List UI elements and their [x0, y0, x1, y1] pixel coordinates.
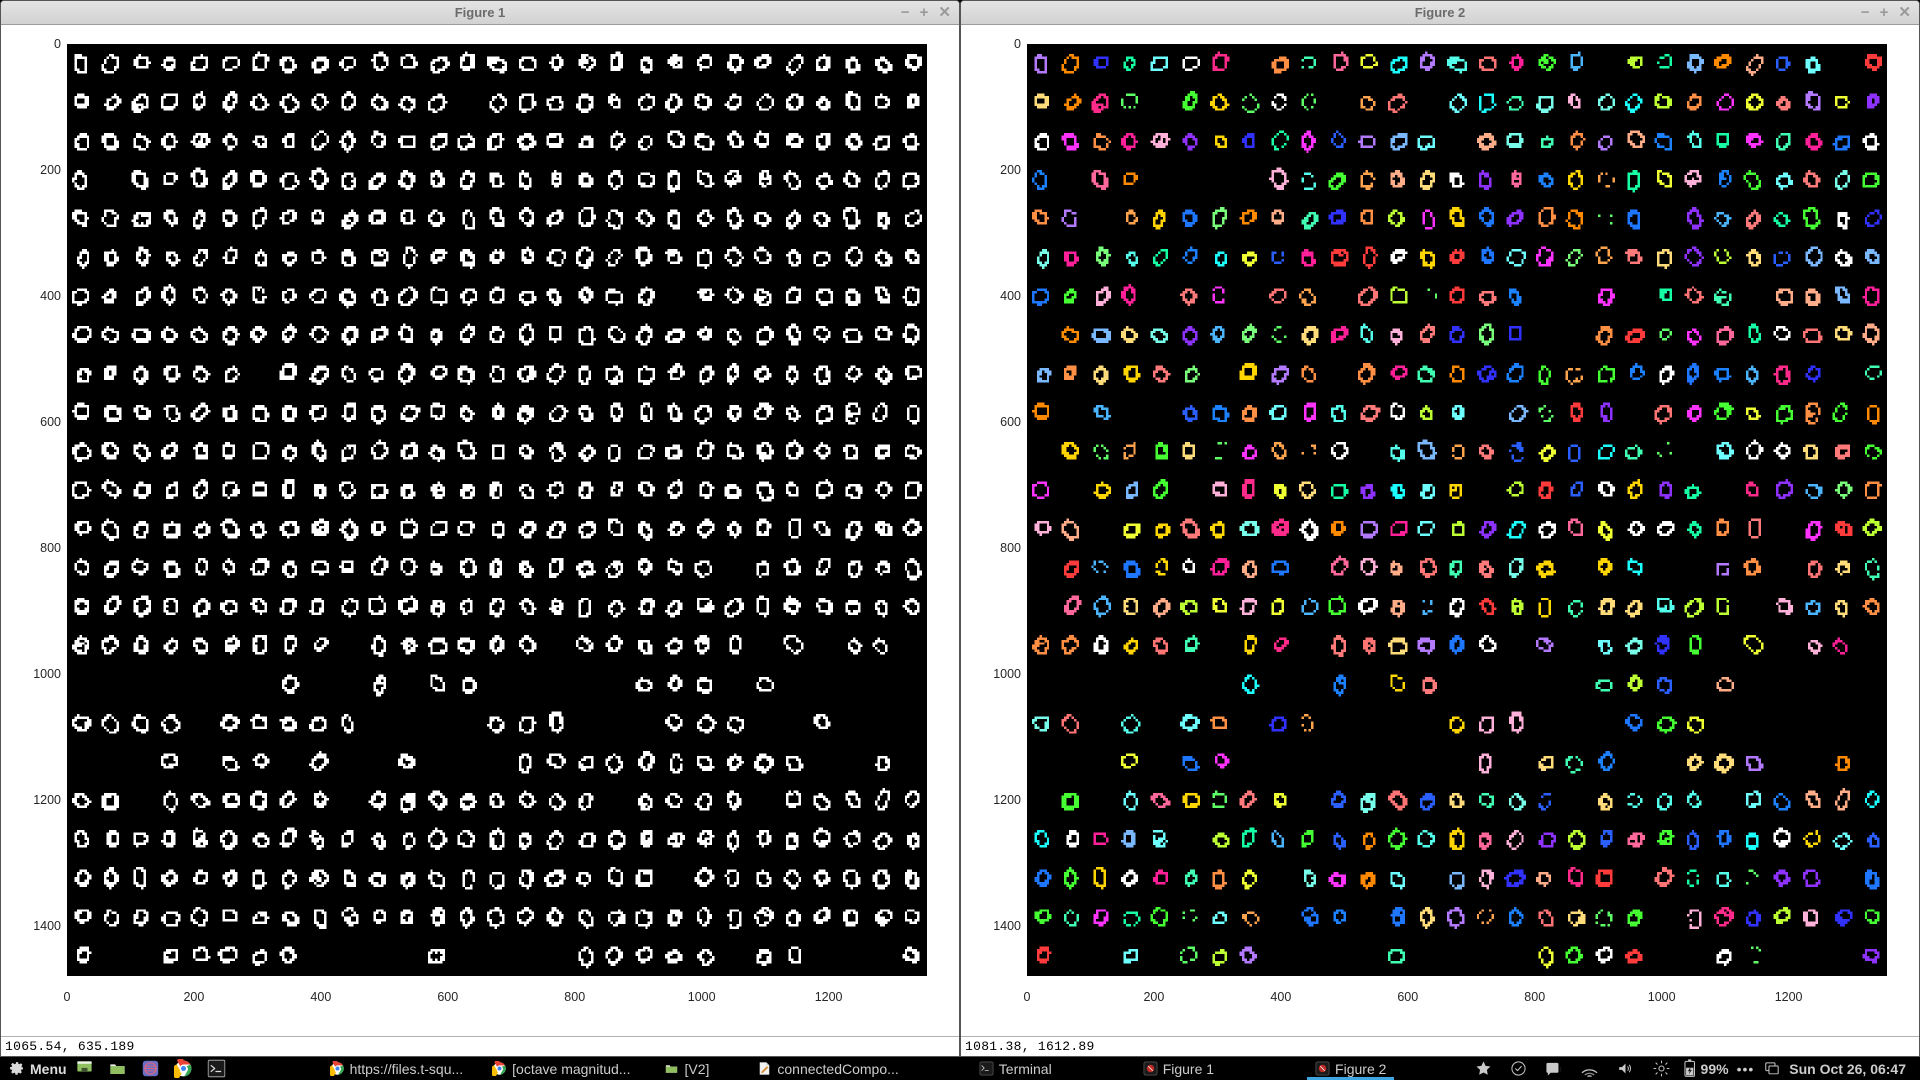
svg-text:1: 1	[1558, 1066, 1562, 1073]
